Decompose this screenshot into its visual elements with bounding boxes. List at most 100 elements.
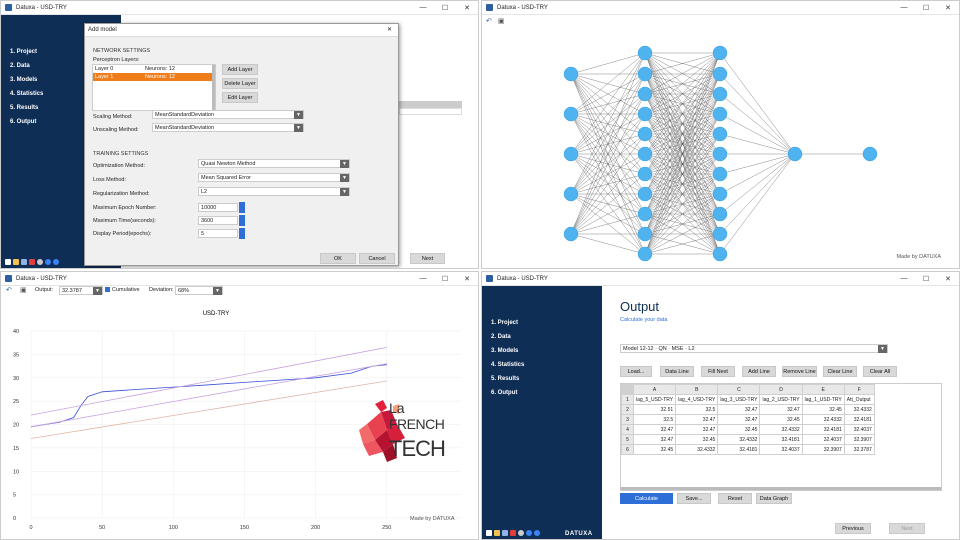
table-cell[interactable]: 32.45 [801,404,845,415]
neuron-node[interactable] [563,106,579,122]
ok-button[interactable]: OK [320,253,356,264]
header-cell[interactable]: lag_3_USD-TRY [717,394,761,405]
header-cell[interactable]: Att_Output [843,394,875,405]
neuron-node[interactable] [712,166,728,182]
remove-line-button[interactable]: Remove Line [782,366,817,377]
previous-button[interactable]: Previous [835,523,871,534]
save-icon[interactable] [21,259,27,265]
table-cell[interactable]: 32.3907 [843,434,875,445]
table-cell[interactable]: 32.4181 [759,434,803,445]
table-cell[interactable]: 32.51 [632,404,677,415]
header-cell[interactable]: lag_1_USD-TRY [801,394,845,405]
display-period-stepper[interactable] [239,228,245,239]
table-cell[interactable]: 32.45 [717,424,761,435]
next-button[interactable]: Next [410,253,445,264]
table-cell[interactable]: 32.4332 [759,424,803,435]
fill-next-button[interactable]: Fill Next [701,366,735,377]
add-layer-button[interactable]: Add Layer [222,64,258,75]
neuron-node[interactable] [862,146,878,162]
maximize-icon[interactable]: ☐ [441,4,449,12]
calculate-button[interactable]: Calculate [620,493,673,504]
titlebar[interactable]: Datuxa - USD-TRY — ☐ ✕ [1,1,478,15]
neuron-node[interactable] [712,246,728,262]
model-select[interactable]: Model 12-12 · QN · MSE · L2 ▼ [620,344,888,353]
load-button[interactable]: Load... [620,366,652,377]
titlebar[interactable]: Datuxa - USD-TRY — ☐ ✕ [482,272,959,286]
minimize-icon[interactable]: — [419,275,427,282]
neuron-node[interactable] [712,106,728,122]
settings-icon[interactable] [518,530,524,536]
scaling-method-select[interactable]: MeanStandardDeviation ▼ [152,110,304,119]
neuron-node[interactable] [712,226,728,242]
nav-item-results[interactable]: 5. Results [491,376,520,382]
help-icon[interactable] [53,259,59,265]
settings-icon[interactable] [37,259,43,265]
table-cell[interactable]: 32.47 [675,414,719,425]
open-icon[interactable] [494,530,500,536]
delete-icon[interactable] [29,259,35,265]
table-cell[interactable]: 32.3907 [801,444,845,455]
table-cell[interactable]: 32.47 [632,424,677,435]
nav-item-statistics[interactable]: 4. Statistics [10,91,44,97]
clear-all-button[interactable]: Clear All [863,366,897,377]
neuron-node[interactable] [712,206,728,222]
neuron-node[interactable] [787,146,803,162]
neuron-node[interactable] [712,66,728,82]
display-period-input[interactable]: 5 [198,229,238,238]
table-cell[interactable]: 32.4181 [801,424,845,435]
add-line-button[interactable]: Add Line [742,366,776,377]
nav-item-output[interactable]: 6. Output [491,390,518,396]
table-cell[interactable]: 32.4332 [717,434,761,445]
layers-list[interactable]: Layer 0 Neurons: 12 Layer 1 Neurons: 12 [92,64,216,111]
horizontal-scrollbar[interactable] [621,487,941,490]
layer-row[interactable]: Layer 0 Neurons: 12 [93,65,215,73]
undo-icon[interactable]: ↶ [6,287,12,294]
close-icon[interactable]: ✕ [945,4,951,12]
neuron-node[interactable] [712,126,728,142]
table-cell[interactable]: 32.4332 [675,444,719,455]
unscaling-method-select[interactable]: MeanStandardDeviation ▼ [152,123,304,132]
undo-icon[interactable]: ↶ [486,18,492,25]
table-cell[interactable]: 32.45 [759,414,803,425]
layers-scrollbar[interactable] [212,65,215,110]
neuron-node[interactable] [637,146,653,162]
close-icon[interactable]: ✕ [945,275,951,283]
spreadsheet[interactable]: A B C D E F 1 lag_5_USD-TRY lag_4_USD-TR… [620,383,942,491]
neuron-node[interactable] [563,146,579,162]
table-cell[interactable]: 32.5 [675,404,719,415]
nav-item-data[interactable]: 2. Data [491,334,511,340]
save-icon[interactable]: ▣ [20,287,27,294]
neuron-node[interactable] [563,186,579,202]
max-time-input[interactable]: 3600 [198,216,238,225]
table-cell[interactable]: 32.45 [675,434,719,445]
column-letter[interactable]: B [675,384,719,395]
data-line-button[interactable]: Data Line [660,366,694,377]
cancel-button[interactable]: Cancel [359,253,395,264]
table-cell[interactable]: 32.4181 [843,414,875,425]
neuron-node[interactable] [637,186,653,202]
data-table[interactable]: A B C D E F 1 lag_5_USD-TRY lag_4_USD-TR… [621,384,875,455]
neuron-node[interactable] [637,206,653,222]
table-cell[interactable]: 32.4037 [801,434,845,445]
column-letter[interactable]: A [632,384,677,395]
minimize-icon[interactable]: — [900,4,908,11]
nav-item-results[interactable]: 5. Results [10,105,39,111]
data-graph-button[interactable]: Data Graph [756,493,792,504]
titlebar[interactable]: Datuxa - USD-TRY — ☐ ✕ [482,1,959,15]
table-cell[interactable]: 32.47 [759,404,803,415]
delete-icon[interactable] [510,530,516,536]
table-cell[interactable]: 32.4181 [717,444,761,455]
deviation-select[interactable]: 68% ▼ [175,286,223,295]
table-cell[interactable]: 32.4037 [843,424,875,435]
layer-row-selected[interactable]: Layer 1 Neurons: 12 [93,73,215,81]
column-letter[interactable]: D [759,384,803,395]
table-cell[interactable]: 32.4332 [801,414,845,425]
neuron-node[interactable] [637,166,653,182]
max-epoch-stepper[interactable] [239,202,245,213]
close-icon[interactable]: ✕ [464,275,470,283]
column-letter[interactable]: C [717,384,761,395]
neuron-node[interactable] [637,106,653,122]
dialog-close-icon[interactable]: ✕ [386,27,392,33]
neuron-node[interactable] [637,226,653,242]
optimization-method-select[interactable]: Quasi Newton Method ▼ [198,159,350,168]
